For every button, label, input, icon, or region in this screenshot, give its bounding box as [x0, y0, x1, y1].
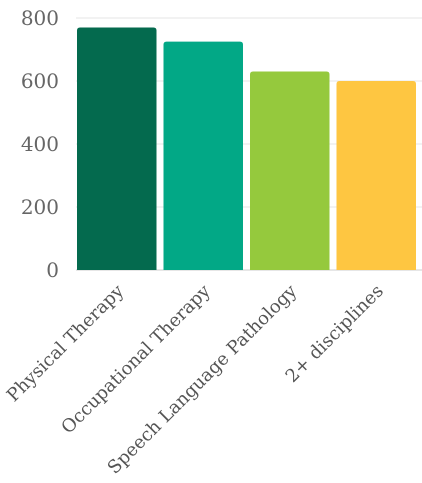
- bar-speech-language-pathology[interactable]: [250, 71, 330, 270]
- x-tick-label: Speech Language Pathology: [104, 280, 302, 478]
- bar-physical-therapy[interactable]: [77, 27, 157, 271]
- y-tick-label: 600: [21, 69, 59, 93]
- x-tick-label: Occupational Therapy: [57, 280, 215, 438]
- y-tick-label: 200: [21, 195, 59, 219]
- y-axis-ticks: 0 200 400 600 800: [21, 6, 59, 282]
- bar-occupational-therapy[interactable]: [163, 41, 244, 270]
- bars: [77, 27, 417, 271]
- y-tick-label: 400: [21, 132, 59, 156]
- bar-2-disciplines[interactable]: [336, 81, 417, 270]
- y-tick-label: 800: [21, 6, 59, 30]
- y-tick-label: 0: [46, 258, 59, 282]
